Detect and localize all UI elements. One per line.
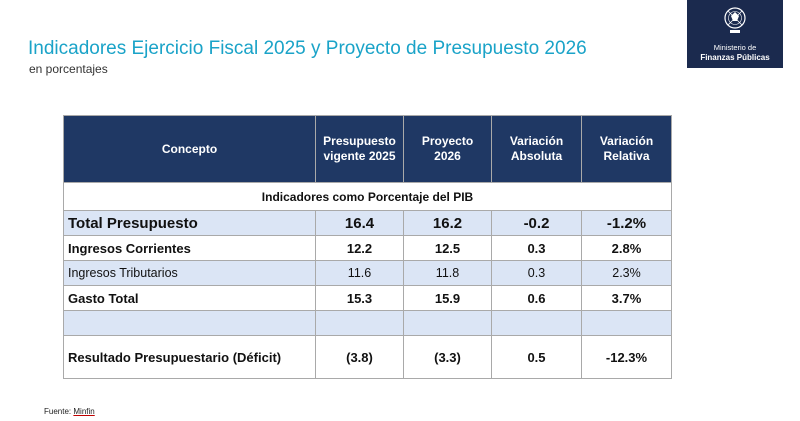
row-abs: 0.5 (491, 335, 582, 379)
row-vigente: 11.6 (315, 260, 404, 286)
row-abs (491, 310, 582, 336)
row-rel (581, 310, 672, 336)
logo-line-1: Ministerio de (713, 43, 757, 52)
col-header-rel: Variación Relativa (581, 115, 672, 183)
row-proyecto: (3.3) (403, 335, 492, 379)
row-abs: 0.3 (491, 235, 582, 261)
row-proyecto: 15.9 (403, 285, 492, 311)
table-row: Resultado Presupuestario (Déficit) (3.8)… (63, 335, 672, 379)
table-row: Gasto Total 15.3 15.9 0.6 3.7% (63, 285, 672, 311)
row-concepto (63, 310, 316, 336)
row-proyecto: 16.2 (403, 210, 492, 236)
row-concepto: Ingresos Tributarios (63, 260, 316, 286)
row-proyecto (403, 310, 492, 336)
page-title: Indicadores Ejercicio Fiscal 2025 y Proy… (28, 38, 587, 59)
row-proyecto: 11.8 (403, 260, 492, 286)
section-label: Indicadores como Porcentaje del PIB (63, 182, 672, 211)
logo-line-2: Finanzas Públicas (700, 53, 770, 62)
table-row: Total Presupuesto 16.4 16.2 -0.2 -1.2% (63, 210, 672, 236)
row-vigente: (3.8) (315, 335, 404, 379)
table-row: Ingresos Corrientes 12.2 12.5 0.3 2.8% (63, 235, 672, 261)
row-concepto: Ingresos Corrientes (63, 235, 316, 261)
source-label: Fuente: (44, 407, 72, 416)
row-rel: -1.2% (581, 210, 672, 236)
col-header-vigente: Presupuesto vigente 2025 (315, 115, 404, 183)
col-header-abs: Variación Absoluta (491, 115, 582, 183)
row-rel: 2.3% (581, 260, 672, 286)
row-vigente: 15.3 (315, 285, 404, 311)
row-concepto: Total Presupuesto (63, 210, 316, 236)
row-rel: 2.8% (581, 235, 672, 261)
source-note: Fuente: Minfin (44, 407, 95, 416)
indicators-table: Concepto Presupuesto vigente 2025 Proyec… (63, 115, 672, 379)
table-row: Ingresos Tributarios 11.6 11.8 0.3 2.3% (63, 260, 672, 286)
row-proyecto: 12.5 (403, 235, 492, 261)
row-vigente (315, 310, 404, 336)
page-subtitle: en porcentajes (29, 62, 108, 76)
table-header-row: Concepto Presupuesto vigente 2025 Proyec… (63, 115, 672, 183)
row-vigente: 16.4 (315, 210, 404, 236)
row-rel: 3.7% (581, 285, 672, 311)
row-abs: 0.6 (491, 285, 582, 311)
table-row-empty (63, 310, 672, 336)
section-row: Indicadores como Porcentaje del PIB (63, 182, 672, 211)
row-abs: 0.3 (491, 260, 582, 286)
guatemala-coat-of-arms-icon (724, 7, 746, 33)
row-rel: -12.3% (581, 335, 672, 379)
row-concepto: Resultado Presupuestario (Déficit) (63, 335, 316, 379)
ministry-logo: Ministerio de Finanzas Públicas (687, 0, 783, 68)
source-value: Minfin (73, 407, 95, 416)
row-concepto: Gasto Total (63, 285, 316, 311)
col-header-concepto: Concepto (63, 115, 316, 183)
row-abs: -0.2 (491, 210, 582, 236)
row-vigente: 12.2 (315, 235, 404, 261)
col-header-proyecto: Proyecto 2026 (403, 115, 492, 183)
